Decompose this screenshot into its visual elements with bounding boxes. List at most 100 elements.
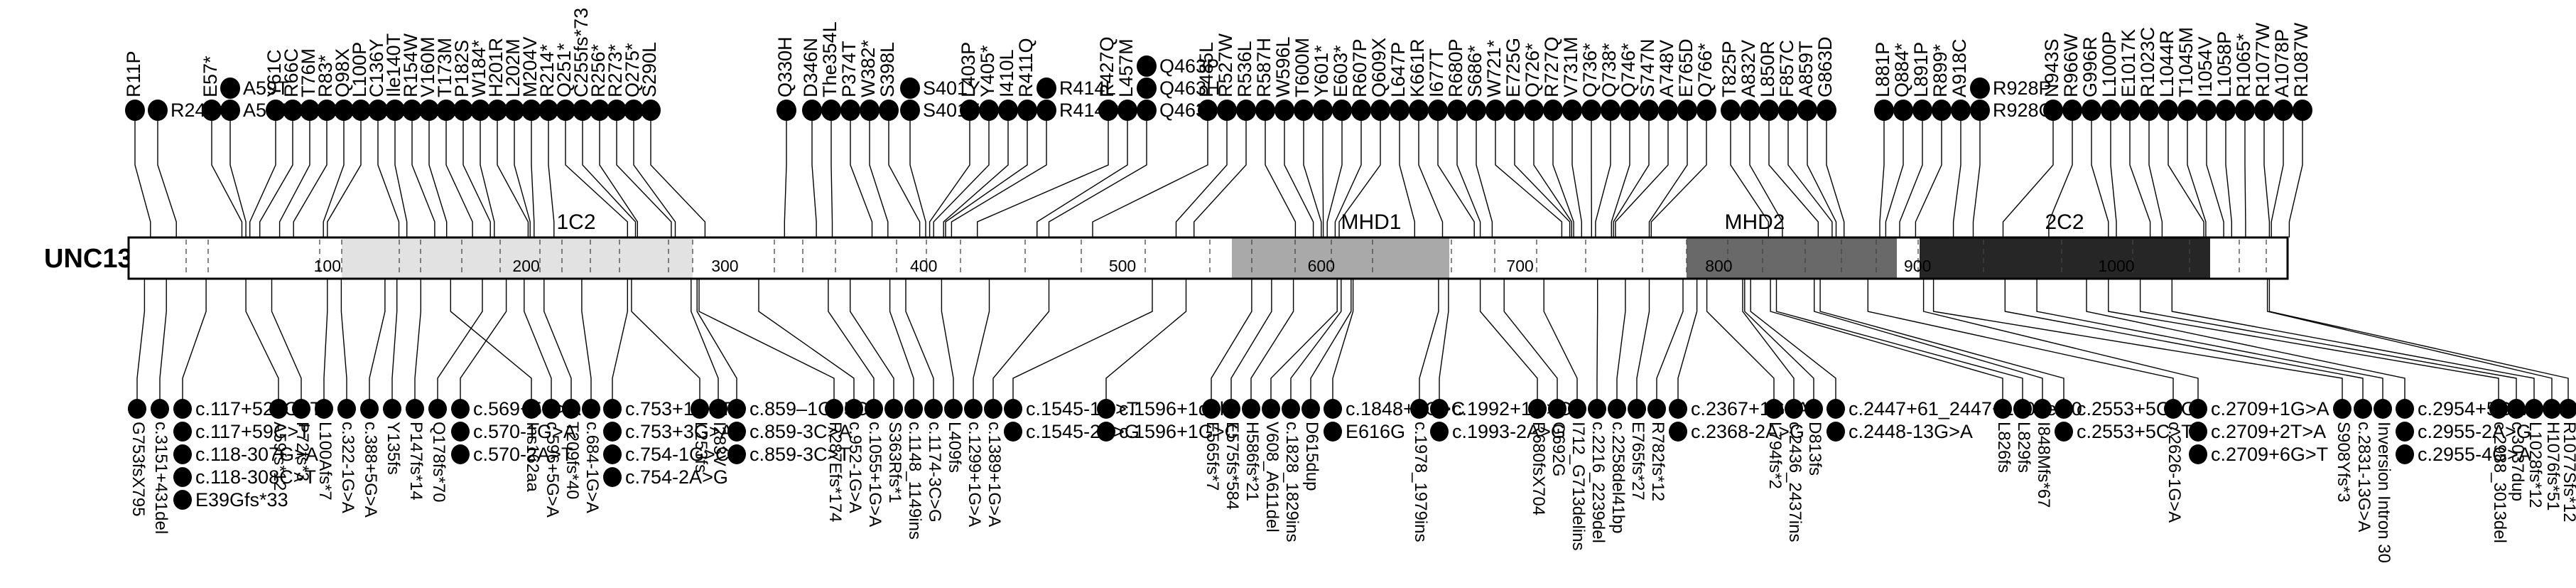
mutation-dot — [402, 100, 422, 121]
aa-tick-1000: 1000 — [2098, 257, 2134, 275]
mutation-label: c.1174-3C>G — [925, 422, 944, 523]
mutation-label: S290L — [639, 42, 660, 97]
mutation-label: c.753+3G>A — [625, 421, 733, 442]
top-mutation-I410L: I410L — [996, 49, 1018, 121]
mutation-dot — [960, 100, 980, 121]
mutation-dot — [1222, 399, 1240, 419]
bottom-connector-line — [1744, 279, 1814, 400]
mutation-dot — [451, 444, 470, 464]
mutation-dot — [821, 100, 841, 121]
bottom-connector-line — [889, 279, 914, 400]
bottom-connector-line — [2266, 279, 2553, 400]
top-mutation-R256*: R256* — [588, 43, 610, 121]
mutation-dot — [337, 399, 356, 419]
top-connector-line — [1514, 120, 1571, 237]
mutation-dot — [1430, 399, 1449, 419]
bottom-mutation-V608_A611del: V608_A611del — [1262, 399, 1282, 533]
mutation-label: I283V — [710, 422, 729, 466]
top-connector-line — [599, 120, 638, 237]
bottom-connector-line — [340, 279, 347, 400]
bottom-mutation-E765fs*27: E765fs*27 — [1628, 399, 1647, 501]
bottom-mutation-I712_G713delins: I712_G713delins — [1568, 399, 1588, 550]
bottom-connector-line — [2004, 279, 2364, 400]
mutation-label: L202M — [502, 38, 524, 97]
mutation-dot — [727, 399, 746, 419]
top-connector-line — [1092, 120, 1208, 237]
mutation-label: c.322-1G>A — [338, 422, 357, 513]
mutation-dot — [2235, 100, 2255, 121]
mutation-label: c.754-1G>C — [625, 444, 729, 465]
bottom-mutation-S908Yfs*3: S908Yfs*3 — [2333, 399, 2353, 502]
bottom-mutation-c.1389+1G>A: c.1389+1G>A — [984, 399, 1004, 527]
mutation-dot — [1628, 399, 1646, 419]
mutation-dot — [1313, 100, 1333, 121]
top-mutation-E57*: E57* — [200, 55, 222, 121]
top-connector-line — [2129, 120, 2151, 237]
mutation-dot — [1721, 100, 1741, 121]
bottom-connector-line — [2036, 279, 2383, 400]
mutation-label: G692G — [1549, 422, 1568, 476]
top-connector-line — [909, 120, 926, 237]
mutation-dot — [487, 100, 507, 121]
top-connector-line — [1338, 120, 1381, 237]
bottom-connector-line — [1290, 279, 1342, 400]
top-mutation-T600M: T600M — [1292, 38, 1314, 121]
top-connector-line — [2110, 120, 2117, 237]
domain-label-2C2: 2C2 — [2045, 210, 2084, 234]
domain-MHD2 — [1687, 238, 1897, 278]
mutation-dot — [1137, 77, 1157, 99]
bottom-mutation-E575fs*584: E575fs*584 — [1222, 399, 1242, 510]
mutation-label: L100Afs*7 — [315, 422, 335, 501]
bottom-mutation-A59fs*12: A59fs*12 — [269, 399, 289, 491]
mutation-label: c.1828_1829ins — [1282, 422, 1301, 542]
top-mutation-T1045M: T1045M — [2175, 27, 2197, 121]
bottom-mutation-c.117+525G>T: c.117+525G>Tc.117+59C>Tc.118-307G>Ac.118… — [173, 398, 322, 511]
top-mutation-Q766*: Q766* — [1694, 43, 1716, 121]
top-connector-line — [1456, 120, 1481, 237]
mutation-label: c.859-3C>T — [749, 444, 850, 465]
bottom-connector-line — [1503, 279, 1558, 400]
mutation-label: L850R — [1757, 41, 1778, 97]
bottom-connector-line — [1775, 279, 2023, 400]
top-mutation-R214*: R214* — [536, 43, 558, 121]
bottom-connector-line — [1616, 279, 1626, 400]
top-mutation-S398L: S398L — [877, 42, 899, 121]
bottom-connector-line — [1211, 279, 1252, 400]
mutation-label: L891P — [1910, 42, 1932, 97]
mutation-label: S401Y — [923, 77, 980, 99]
top-connector-line — [1265, 120, 1297, 237]
bottom-connector-line — [1750, 279, 1836, 400]
mutation-dot — [900, 77, 920, 99]
mutation-dot — [125, 100, 145, 121]
mutation-dot — [1137, 55, 1157, 77]
top-connector-line — [1175, 120, 1228, 237]
top-mutation-Q884*: Q884* — [1891, 43, 1913, 121]
top-mutation-D346N: D346N — [800, 38, 822, 121]
top-mutation-Y61C: Y61C — [264, 49, 286, 121]
mutation-dot — [641, 100, 661, 121]
bottom-connector-line — [1419, 279, 1439, 400]
mutation-label: T825P — [1719, 41, 1740, 97]
bottom-mutation-c.2988_3013del: c.2988_3013del — [2489, 399, 2509, 543]
mutation-dot — [879, 100, 899, 121]
bottom-mutation-D813fs: D813fs — [1804, 399, 1824, 476]
mutation-label: c.1596+1delG — [1119, 398, 1239, 419]
bottom-mutation-R287Efs*174: R287Efs*174 — [825, 399, 845, 522]
mutation-dot — [2189, 422, 2207, 442]
top-connector-line — [1648, 120, 1688, 237]
bottom-connector-line — [1332, 279, 1354, 400]
mutation-label: c.118-307G>A — [195, 444, 318, 465]
top-connector-line — [1899, 120, 1923, 237]
mutation-dot — [1262, 399, 1280, 419]
mutation-label: E39Gfs*33 — [195, 489, 288, 511]
mutation-label: E57* — [200, 55, 221, 97]
mutation-dot — [2374, 399, 2392, 419]
mutation-dot — [1765, 399, 1783, 419]
top-connector-line — [1650, 120, 1707, 237]
bottom-mutation-R782fs*12: R782fs*12 — [1647, 399, 1667, 501]
mutation-dot — [1893, 100, 1913, 121]
mutation-dot — [1669, 399, 1687, 419]
mutation-dot — [1275, 100, 1294, 121]
mutation-label: S908Yfs*3 — [2334, 422, 2353, 502]
mutation-label: c.2988_3013del — [2490, 422, 2509, 543]
